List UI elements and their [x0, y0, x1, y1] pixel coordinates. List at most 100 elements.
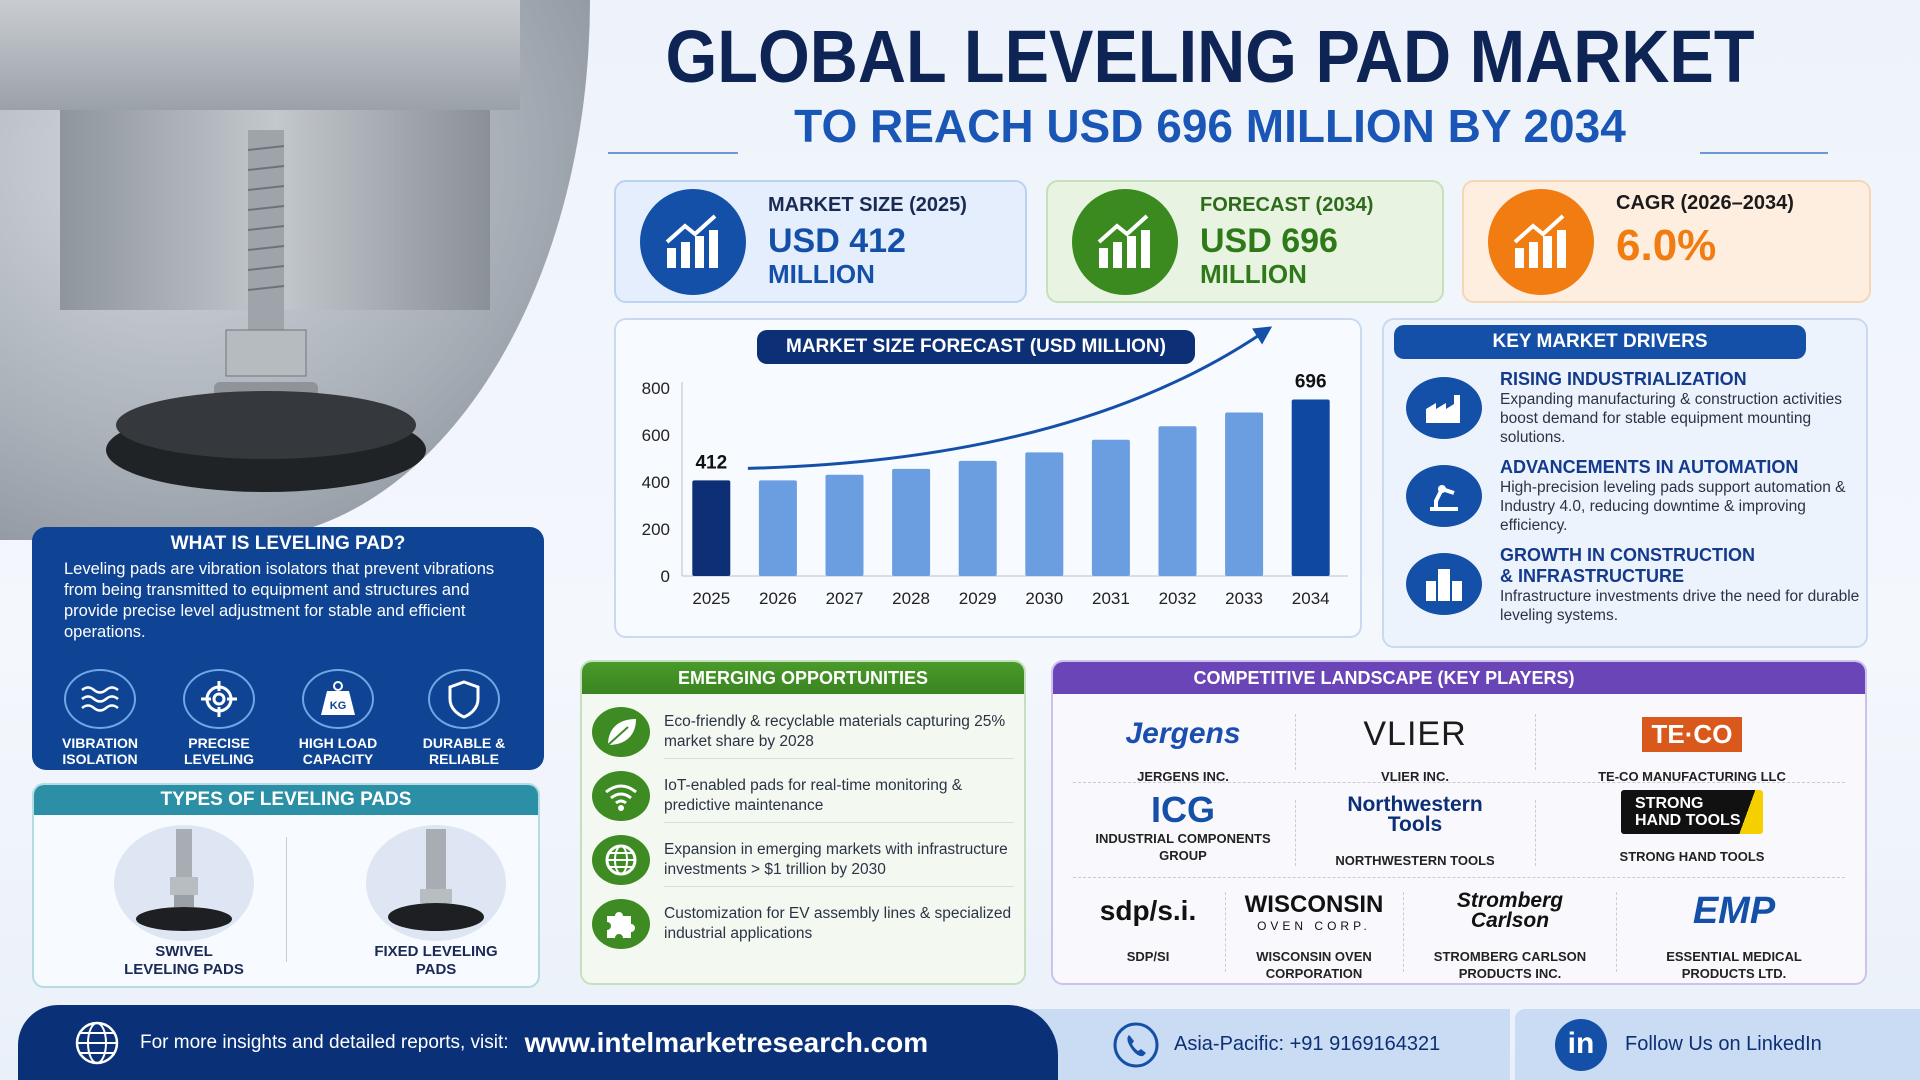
robot-arm-icon: [1406, 465, 1482, 527]
chart-title: MARKET SIZE FORECAST (USD MILLION): [757, 330, 1195, 364]
data-label-2034: 696: [1295, 372, 1327, 393]
x-tick-label: 2031: [1092, 589, 1130, 608]
svg-text:KG: KG: [330, 700, 347, 712]
company-sdp-si: sdp/s.i. SDP/SI: [1063, 884, 1233, 965]
linkedin-link[interactable]: in Follow Us on LinkedIn: [1515, 1009, 1920, 1080]
company-vlier: VLIER VLIER INC.: [1297, 712, 1533, 785]
what-is-panel: WHAT IS LEVELING PAD? Leveling pads are …: [32, 527, 544, 770]
drivers-panel: KEY MARKET DRIVERS RISING INDUSTRIALIZAT…: [1382, 318, 1868, 648]
bar-2029: [958, 460, 997, 576]
x-tick-label: 2025: [692, 589, 730, 608]
factory-icon: [1406, 377, 1482, 439]
swivel-pad-image: [114, 825, 254, 941]
linkedin-icon: in: [1555, 1018, 1607, 1071]
bar-chart: 0 200 400 600 800 2025 412 2026 2027 2028 2029 2030…: [642, 326, 1348, 608]
opportunity-item: Customization for EV assembly lines & sp…: [592, 892, 1014, 956]
x-tick-label: 2029: [959, 589, 997, 608]
bar-2030: [1025, 452, 1064, 576]
feature-vibration-isolation: VIBRATION ISOLATION: [40, 669, 160, 767]
data-label-2025: 412: [695, 452, 727, 473]
growth-chart-icon: [640, 188, 746, 295]
driver-title: ADVANCEMENTS IN AUTOMATION: [1500, 457, 1799, 477]
wifi-icon: [592, 771, 650, 821]
wisconsin-logo: WISCONSIN OVEN CORP.: [1244, 891, 1384, 934]
x-tick-label: 2032: [1159, 589, 1197, 608]
what-title: WHAT IS LEVELING PAD?: [170, 533, 406, 554]
fixed-pad-image: [366, 825, 506, 941]
y-tick-label: 800: [642, 379, 670, 398]
stat-unit: MILLION: [768, 258, 875, 289]
emp-logo: EMP: [1692, 889, 1776, 932]
competitive-landscape-panel: COMPETITIVE LANDSCAPE (KEY PLAYERS) Jerg…: [1051, 660, 1867, 985]
stat-value: USD 696: [1200, 221, 1338, 260]
company-icg: ICG INDUSTRIAL COMPONENTS GROUP: [1073, 789, 1293, 864]
page-title: GLOBAL LEVELING PAD MARKET: [665, 15, 1755, 98]
bar-2031: [1091, 439, 1130, 576]
y-tick-label: 200: [642, 520, 670, 539]
stat-label: FORECAST (2034): [1200, 193, 1374, 216]
globe-icon: [592, 835, 650, 885]
website-banner: For more insights and detailed reports, …: [18, 1005, 1058, 1080]
stat-label: CAGR (2026–2034): [1616, 192, 1794, 214]
y-tick-label: 600: [642, 426, 670, 445]
stat-card-forecast: FORECAST (2034) USD 696 MILLION: [1046, 180, 1444, 303]
stat-card-market-size: MARKET SIZE (2025) USD 412 MILLION: [614, 180, 1027, 303]
te-co-logo: TE·CO: [1641, 716, 1743, 752]
website-link[interactable]: www.intelmarketresearch.com: [524, 1026, 929, 1058]
bar-2026: [758, 480, 797, 576]
vlier-logo: VLIER: [1363, 714, 1467, 753]
leaf-icon: [592, 707, 650, 757]
feature-durable-reliable: DURABLE & RELIABLE: [404, 669, 524, 767]
growth-chart-icon: [1488, 188, 1594, 295]
waves-icon: [64, 669, 136, 729]
driver-text: Infrastructure investments drive the nee…: [1500, 588, 1860, 624]
page-subtitle: TO REACH USD 696 MILLION BY 2034: [794, 100, 1626, 152]
types-title: TYPES OF LEVELING PADS: [34, 785, 538, 815]
driver-title: RISING INDUSTRIALIZATION: [1500, 369, 1747, 389]
shield-icon: [428, 669, 500, 729]
growth-chart-icon: [1072, 188, 1178, 295]
weight-icon: KG: [302, 669, 374, 729]
opportunity-item: Expansion in emerging markets with infra…: [592, 828, 1014, 892]
company-strong-hand-tools: STRONG HAND TOOLS STRONG HAND TOOLS: [1537, 790, 1847, 865]
driver-title: GROWTH IN CONSTRUCTION & INFRASTRUCTURE: [1500, 545, 1755, 586]
driver-item: ADVANCEMENTS IN AUTOMATION High-precision…: [1384, 457, 1866, 535]
trend-arrow-head: [1252, 326, 1273, 345]
x-tick-label: 2033: [1225, 589, 1263, 608]
puzzle-icon: [592, 899, 650, 949]
company-jergens: Jergens JERGENS INC.: [1073, 712, 1293, 785]
driver-item: GROWTH IN CONSTRUCTION & INFRASTRUCTURE I…: [1384, 545, 1866, 625]
bar-2033: [1225, 412, 1264, 576]
globe-icon: [75, 1021, 119, 1064]
stat-value: USD 412: [768, 221, 906, 260]
divider: [608, 152, 738, 154]
opportunities-title: EMERGING OPPORTUNITIES: [582, 662, 1024, 694]
y-tick-label: 0: [661, 567, 670, 586]
phone-contact[interactable]: Asia-Pacific: +91 9169164321: [1000, 1009, 1510, 1080]
company-stromberg-carlson: Stromberg Carlson STROMBERG CARLSON PRODU…: [1405, 884, 1615, 982]
trend-arrow: [747, 333, 1261, 470]
driver-item: RISING INDUSTRIALIZATION Expanding manufa…: [1384, 369, 1866, 447]
type-fixed: FIXED LEVELING PADS: [336, 825, 536, 979]
bar-2032: [1158, 426, 1197, 576]
stat-unit: MILLION: [1200, 258, 1307, 289]
stat-label: MARKET SIZE (2025): [768, 193, 967, 216]
driver-text: High-precision leveling pads support aut…: [1500, 479, 1846, 534]
feature-precise-leveling: PRECISE LEVELING: [159, 669, 279, 767]
driver-text: Expanding manufacturing & construction a…: [1500, 391, 1843, 446]
leveling-pad-illustration: [106, 130, 426, 492]
drivers-title: KEY MARKET DRIVERS: [1394, 325, 1806, 359]
x-tick-label: 2028: [892, 589, 930, 608]
bar-2027: [825, 474, 864, 576]
crosshair-icon: [183, 669, 255, 729]
company-wisconsin-oven: WISCONSIN OVEN CORP. WISCONSIN OVEN CORPOR…: [1228, 884, 1400, 982]
x-tick-label: 2026: [759, 589, 797, 608]
hero-photo-leveling-pad: [0, 0, 590, 540]
buildings-icon: [1406, 553, 1482, 615]
bar-2034: [1291, 399, 1330, 576]
type-swivel: SWIVEL LEVELING PADS: [84, 825, 284, 979]
northwestern-logo: Northwestern Tools: [1347, 793, 1483, 836]
sdp-si-logo: sdp/s.i.: [1099, 895, 1197, 926]
competitive-title: COMPETITIVE LANDSCAPE (KEY PLAYERS): [1053, 662, 1865, 694]
strong-hand-logo: STRONG HAND TOOLS: [1621, 790, 1763, 834]
